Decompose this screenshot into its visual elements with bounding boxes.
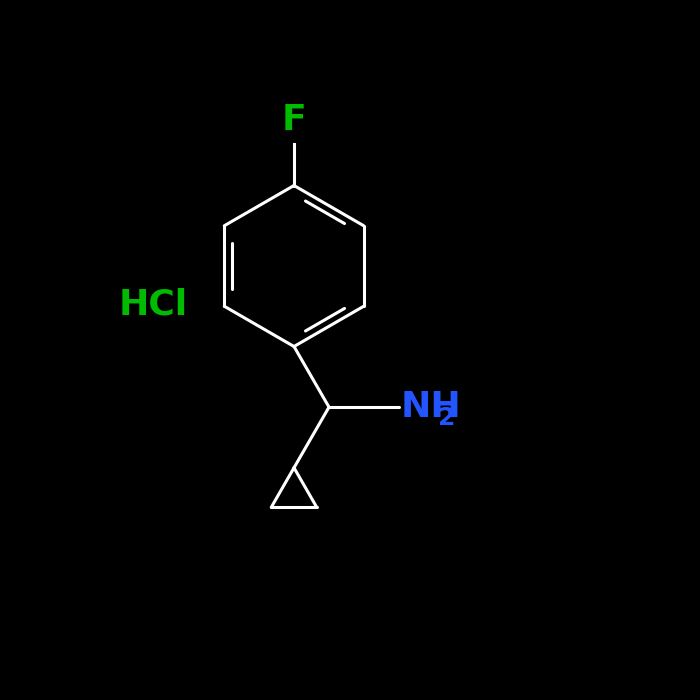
Text: 2: 2 bbox=[438, 406, 455, 430]
Text: NH: NH bbox=[401, 390, 462, 424]
Text: HCl: HCl bbox=[119, 288, 188, 321]
Text: F: F bbox=[281, 103, 307, 137]
